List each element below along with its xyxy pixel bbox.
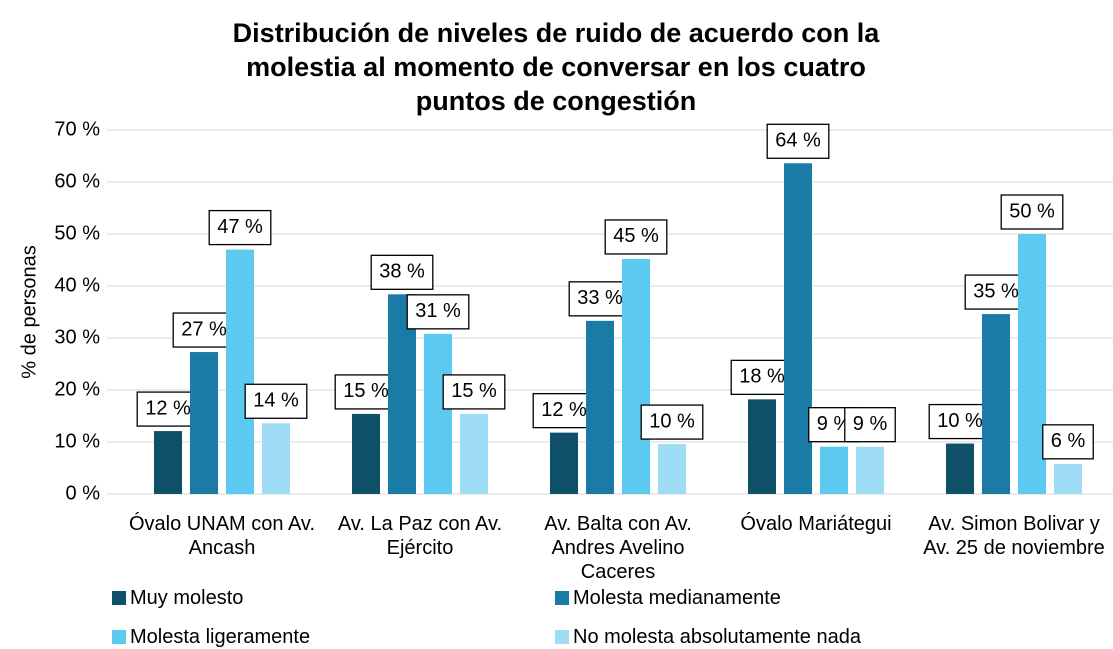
data-label: 12 % bbox=[541, 399, 587, 421]
bar bbox=[550, 432, 578, 494]
y-tick-label: 50 % bbox=[54, 222, 100, 244]
bar bbox=[622, 258, 650, 494]
data-label: 15 % bbox=[343, 380, 389, 402]
bar bbox=[424, 333, 452, 494]
legend-swatch bbox=[555, 591, 569, 605]
legend-swatch bbox=[112, 591, 126, 605]
legend-swatch bbox=[112, 630, 126, 644]
data-label-box bbox=[442, 374, 506, 410]
bar bbox=[982, 314, 1010, 494]
x-tick-label: Av. Balta con Av. Andres Avelino Caceres bbox=[544, 513, 692, 583]
data-label: 9 % bbox=[853, 413, 888, 435]
legend-entry: No molesta absolutamente nada bbox=[555, 626, 861, 648]
data-label-box bbox=[604, 219, 668, 255]
y-tick-label: 60 % bbox=[54, 170, 100, 192]
bar bbox=[820, 446, 848, 494]
data-label-box bbox=[244, 383, 308, 419]
data-label: 6 % bbox=[1051, 430, 1086, 452]
chart-title: Distribución de niveles de ruido de acue… bbox=[232, 18, 880, 116]
y-tick-label: 10 % bbox=[54, 430, 100, 452]
data-label-box bbox=[1000, 194, 1064, 230]
bar bbox=[460, 413, 488, 494]
x-tick-label: Óvalo Mariátegui bbox=[740, 513, 892, 535]
bar bbox=[352, 413, 380, 494]
legend-entry: Molesta ligeramente bbox=[112, 626, 310, 648]
data-label-box bbox=[406, 294, 470, 330]
data-label-box bbox=[532, 392, 596, 429]
data-label: 12 % bbox=[145, 397, 191, 419]
bar bbox=[190, 352, 218, 494]
data-label-box bbox=[928, 403, 992, 440]
data-label: 27 % bbox=[181, 318, 227, 340]
x-tick-label: Óvalo UNAM con Av. Ancash bbox=[129, 513, 315, 559]
bar bbox=[658, 444, 686, 494]
data-label: 38 % bbox=[379, 261, 425, 283]
data-label: 64 % bbox=[775, 130, 821, 152]
x-tick-label: Av. La Paz con Av. Ejército bbox=[337, 513, 503, 559]
data-label: 9 % bbox=[817, 413, 852, 435]
data-label-box bbox=[136, 391, 200, 427]
legend-label: Molesta ligeramente bbox=[130, 626, 311, 648]
y-tick-label: 70 % bbox=[54, 118, 100, 140]
data-label-box bbox=[766, 123, 830, 159]
legend-swatch bbox=[555, 630, 569, 644]
data-label-box bbox=[568, 281, 632, 317]
y-tick-label: 0 % bbox=[66, 482, 101, 504]
bar bbox=[856, 446, 884, 494]
data-label-box bbox=[172, 312, 236, 348]
bar bbox=[586, 320, 614, 494]
legend-label: No molesta absolutamente nada bbox=[573, 626, 861, 648]
bar bbox=[1018, 234, 1046, 494]
data-label-box bbox=[1042, 424, 1094, 460]
legend-label: Muy molesto bbox=[130, 587, 244, 609]
data-label-box bbox=[640, 404, 704, 440]
data-label-box bbox=[208, 209, 272, 246]
data-label: 31 % bbox=[415, 300, 461, 322]
legend-label: Molesta medianamente bbox=[573, 587, 781, 609]
data-label: 10 % bbox=[937, 410, 983, 432]
bar bbox=[946, 443, 974, 494]
x-tick-label: Av. Simon Bolivar y Av. 25 de noviembre bbox=[923, 513, 1105, 559]
bar bbox=[154, 431, 182, 494]
bar bbox=[262, 423, 290, 494]
y-axis-label: % de personas bbox=[18, 245, 40, 378]
data-label: 50 % bbox=[1009, 200, 1055, 222]
data-label: 45 % bbox=[613, 225, 659, 247]
bar bbox=[1054, 463, 1082, 494]
data-label: 10 % bbox=[649, 410, 695, 432]
data-label: 15 % bbox=[451, 380, 497, 402]
legend-entry: Muy molesto bbox=[112, 587, 243, 609]
data-label: 47 % bbox=[217, 216, 263, 238]
data-label: 14 % bbox=[253, 390, 299, 412]
data-label: 18 % bbox=[739, 366, 785, 388]
data-label-box bbox=[964, 274, 1028, 310]
y-tick-label: 20 % bbox=[54, 378, 100, 400]
data-label-box bbox=[334, 374, 398, 410]
data-label-box bbox=[370, 254, 434, 290]
data-label: 35 % bbox=[973, 280, 1019, 302]
legend-entry: Molesta medianamente bbox=[555, 587, 781, 609]
bar bbox=[226, 249, 254, 494]
bar bbox=[784, 163, 812, 494]
bar bbox=[748, 399, 776, 494]
y-tick-label: 40 % bbox=[54, 274, 100, 296]
y-tick-label: 30 % bbox=[54, 326, 100, 348]
data-label: 33 % bbox=[577, 287, 623, 309]
data-label-box bbox=[844, 407, 896, 443]
